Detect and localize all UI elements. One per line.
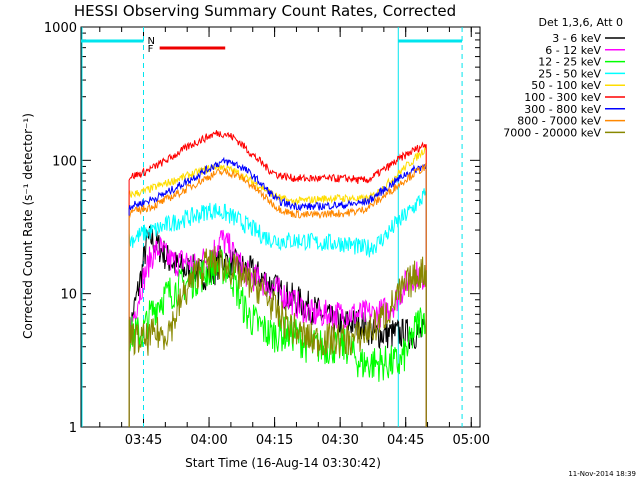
- plot-area: 1 10 100 1000 03:45 04:00 04:15 04:30 04:45 05:00…: [44, 21, 490, 448]
- series-line: [128, 246, 427, 427]
- legend-label: 6 - 12 keV: [545, 44, 601, 57]
- footer-timestamp: 11-Nov-2014 18:39: [568, 470, 636, 478]
- flare-label: F: [148, 44, 154, 55]
- y-tick-label: 1000: [44, 21, 77, 36]
- legend-label: 300 - 800 keV: [524, 103, 601, 116]
- legend-title: Det 1,3,6, Att 0: [539, 16, 623, 29]
- x-tick-label: 04:45: [387, 433, 424, 448]
- y-axis-label: Corrected Count Rate (s⁻¹ detector⁻¹): [21, 113, 35, 339]
- series-line: [128, 188, 427, 427]
- x-tick-label: 04:15: [256, 433, 293, 448]
- series-line: [128, 156, 427, 427]
- night-label: N: [147, 36, 154, 47]
- plot-frame: [80, 26, 481, 428]
- legend-label: 3 - 6 keV: [552, 32, 601, 45]
- x-tick-label: 05:00: [453, 433, 490, 448]
- chart-title: HESSI Observing Summary Count Rates, Cor…: [74, 2, 456, 20]
- legend-label: 12 - 25 keV: [538, 56, 601, 69]
- legend-label: 100 - 300 keV: [524, 91, 601, 104]
- legend-label: 25 - 50 keV: [538, 67, 601, 80]
- x-tick-label: 03:45: [125, 433, 162, 448]
- x-tick-label: 04:00: [190, 433, 227, 448]
- x-axis-label: Start Time (16-Aug-14 03:30:42): [185, 456, 381, 470]
- series-line: [128, 162, 427, 427]
- series-line: [128, 130, 427, 427]
- y-tick-label: 1: [69, 421, 77, 436]
- y-tick-label: 100: [52, 154, 77, 169]
- y-tick-label: 10: [60, 288, 77, 303]
- legend-label: 800 - 7000 keV: [517, 115, 601, 128]
- series-line: [128, 229, 427, 427]
- legend-label: 50 - 100 keV: [531, 79, 601, 92]
- legend-label: 7000 - 20000 keV: [503, 126, 601, 139]
- x-tick-label: 04:30: [321, 433, 358, 448]
